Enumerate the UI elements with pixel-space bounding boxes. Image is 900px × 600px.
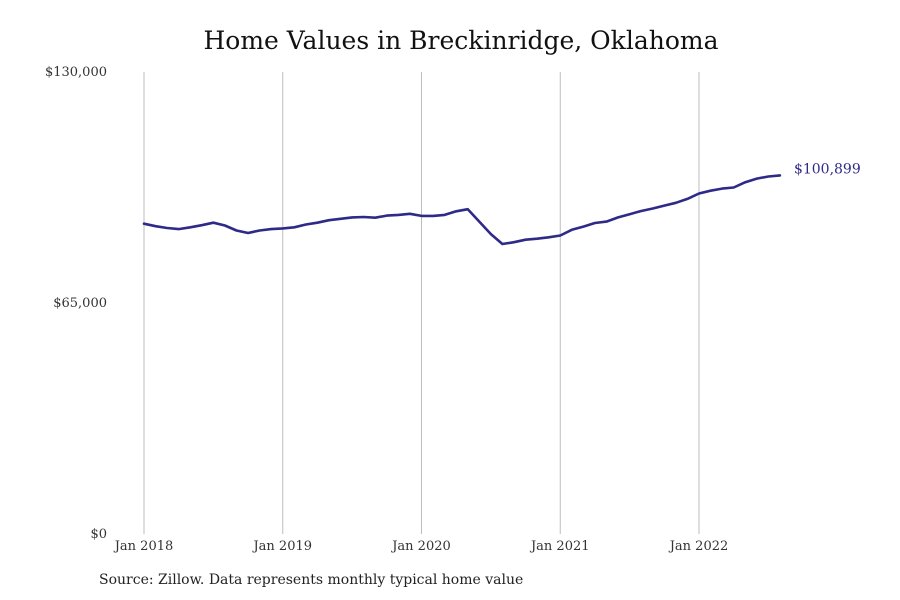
chart-title: Home Values in Breckinridge, Oklahoma — [203, 26, 719, 55]
x-tick-label: Jan 2019 — [251, 539, 312, 554]
last-value-label: $100,899 — [794, 161, 861, 177]
y-axis-tick-labels: $0 $65,000 $130,000 — [45, 65, 107, 542]
x-tick-label: Jan 2020 — [390, 539, 451, 554]
y-tick-label: $65,000 — [53, 296, 107, 311]
vertical-gridlines — [143, 72, 700, 534]
x-tick-label: Jan 2021 — [529, 539, 590, 554]
x-tick-label: Jan 2022 — [668, 539, 729, 554]
source-note: Source: Zillow. Data represents monthly … — [99, 572, 524, 588]
home-value-line — [142, 174, 782, 246]
y-tick-label: $130,000 — [45, 65, 107, 80]
x-tick-label: Jan 2018 — [113, 539, 174, 554]
x-axis-tick-labels: Jan 2018 Jan 2019 Jan 2020 Jan 2021 Jan 2022 — [113, 539, 729, 554]
y-tick-label: $0 — [90, 527, 107, 542]
